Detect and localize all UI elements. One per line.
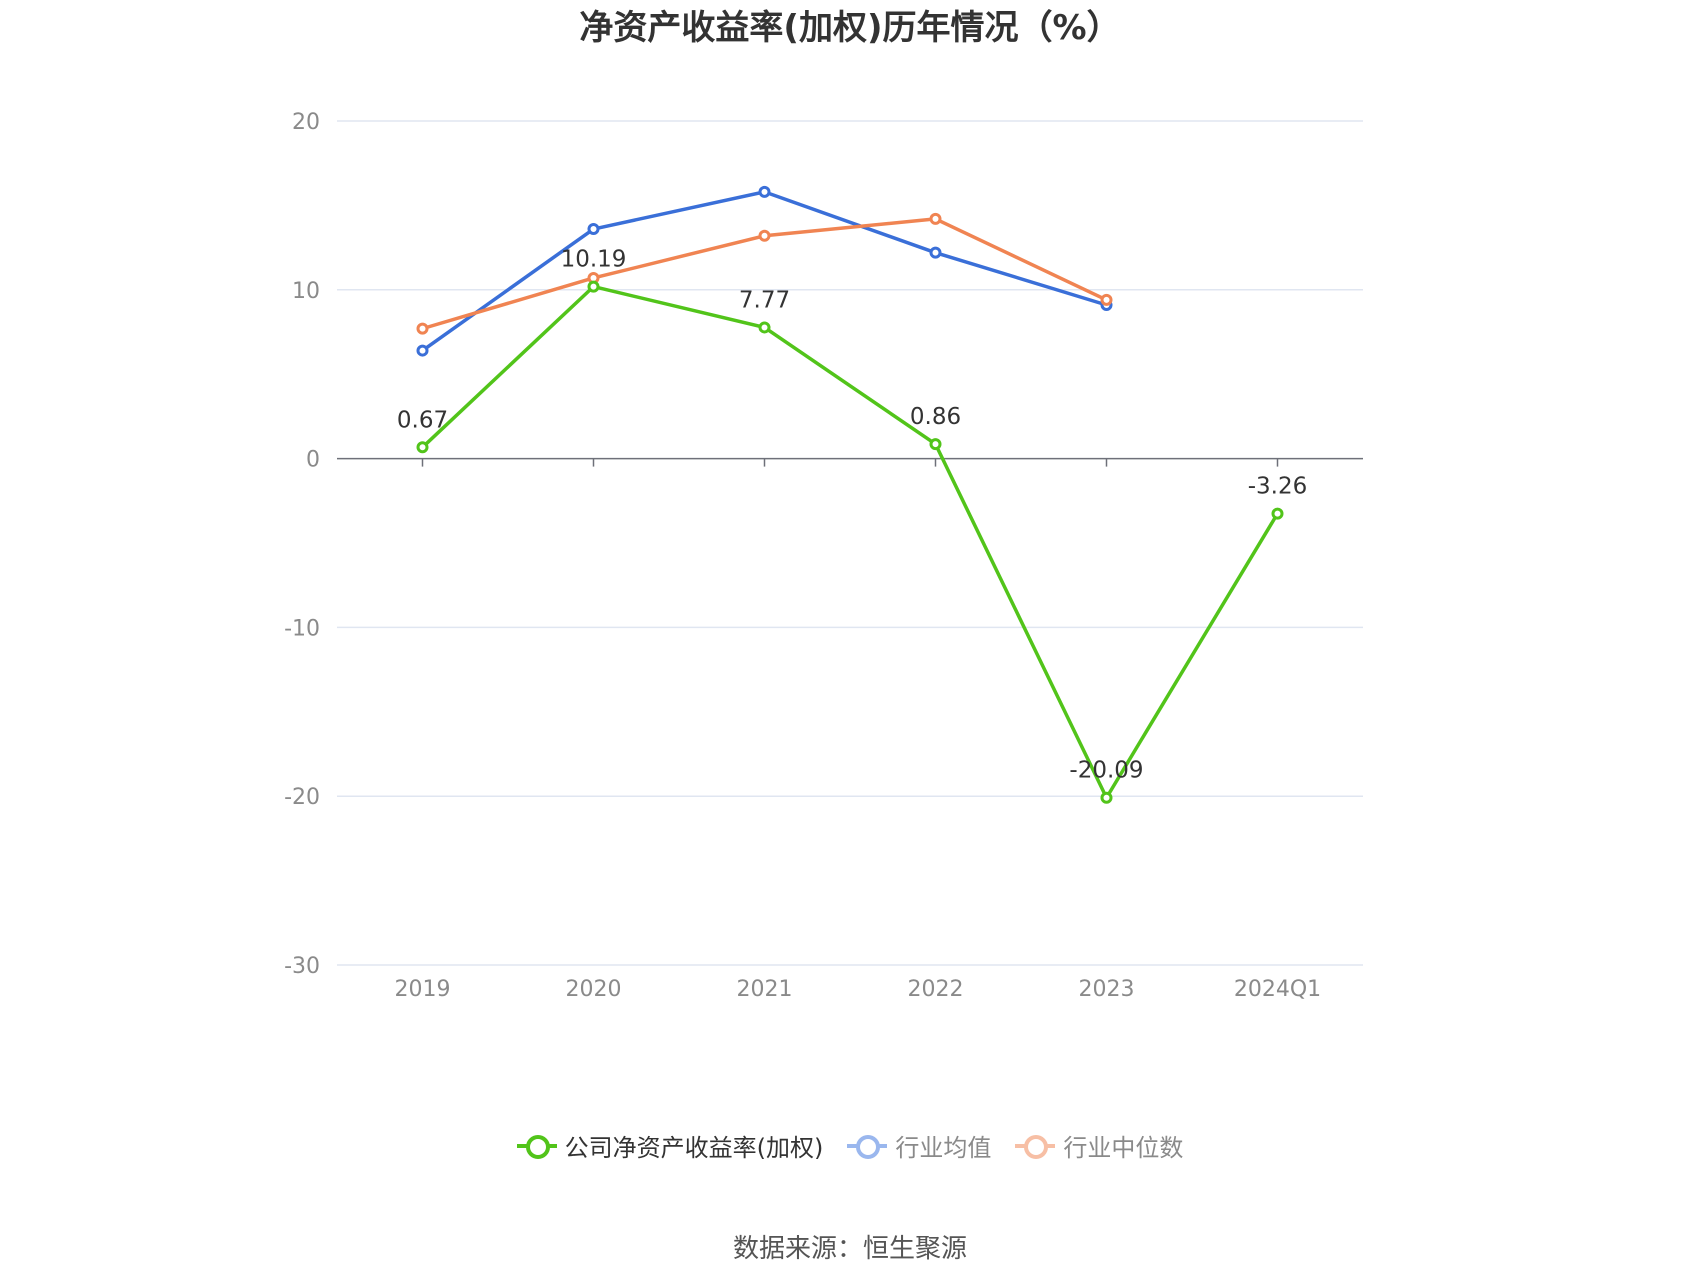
data-label: -3.26 — [1248, 474, 1308, 500]
x-tick-label: 2019 — [395, 977, 451, 1002]
legend-item[interactable]: 行业均值 — [847, 1128, 991, 1163]
y-tick-label: 0 — [306, 448, 320, 473]
legend-item[interactable]: 行业中位数 — [1015, 1128, 1183, 1163]
data-label: 0.86 — [910, 404, 961, 430]
data-label: 7.77 — [739, 287, 790, 313]
data-label: 0.67 — [397, 407, 448, 433]
series-line — [421, 284, 1279, 800]
y-tick-label: -10 — [284, 616, 320, 641]
x-tick-label: 2020 — [566, 977, 622, 1002]
legend-item[interactable]: 公司净资产收益率(加权) — [516, 1128, 824, 1163]
x-tick-label: 2023 — [1079, 977, 1135, 1002]
y-tick-label: -20 — [284, 785, 320, 810]
y-tick-label: 20 — [292, 110, 320, 135]
data-point — [1100, 791, 1113, 804]
data-point — [758, 321, 771, 334]
chart-title: 净资产收益率(加权)历年情况（%） — [579, 8, 1121, 48]
gridlines — [337, 120, 1363, 966]
data-label: 10.19 — [561, 247, 627, 273]
legend-marker-icon — [516, 1132, 557, 1160]
x-tick-label: 2022 — [908, 977, 964, 1002]
data-point — [1100, 293, 1113, 306]
data-point — [1271, 507, 1284, 520]
x-tick-label: 2021 — [737, 977, 793, 1002]
data-labels: 0.67 10.19 7.77 0.86 -20.09 -3.26 — [397, 247, 1307, 784]
legend-marker-icon — [847, 1132, 888, 1160]
data-point — [929, 212, 942, 225]
legend-label: 行业中位数 — [1063, 1134, 1184, 1162]
legend-label: 行业均值 — [895, 1134, 992, 1162]
data-point — [758, 185, 771, 198]
data-point — [929, 438, 942, 451]
legend-marker-icon — [1015, 1132, 1056, 1160]
data-point — [416, 322, 429, 335]
legend-label: 公司净资产收益率(加权) — [564, 1134, 824, 1162]
series-lines — [416, 185, 1284, 804]
y-tick-label: -30 — [284, 954, 320, 979]
data-label: -20.09 — [1069, 758, 1143, 784]
data-source-note: 数据来源：恒生聚源 — [732, 1234, 967, 1264]
legend: 公司净资产收益率(加权) 行业均值 行业中位数 — [0, 1128, 1700, 1163]
axes: 20 10 0 -10 -20 -30 2019 2020 2021 2022 2023 2024Q1 — [284, 110, 1363, 1002]
y-tick-label: 10 — [292, 279, 320, 304]
data-point — [587, 223, 600, 236]
x-tick-label: 2024Q1 — [1234, 977, 1321, 1002]
line-chart: 20 10 0 -10 -20 -30 2019 2020 2021 2022 2023 2024Q1… — [284, 110, 1363, 1002]
data-point — [416, 441, 429, 454]
data-point — [929, 246, 942, 259]
data-point — [587, 280, 600, 293]
data-point — [416, 344, 429, 357]
data-point — [758, 229, 771, 242]
